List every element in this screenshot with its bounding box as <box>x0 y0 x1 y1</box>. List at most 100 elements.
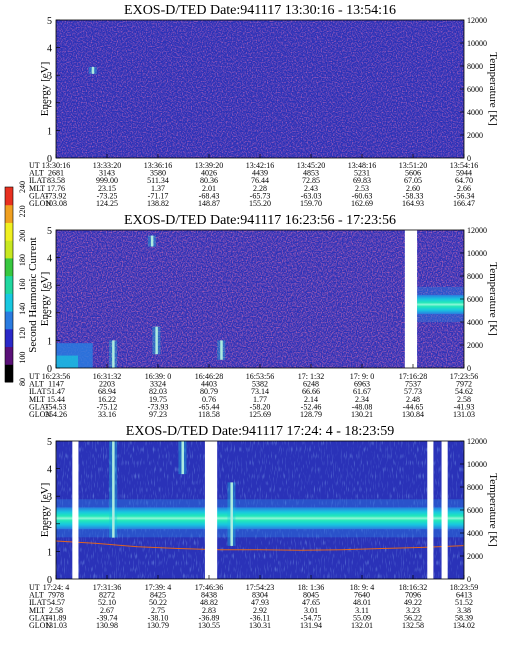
row-value: 8304 <box>252 591 268 600</box>
row-value: -60.63 <box>352 191 373 200</box>
row-value: 999.00 <box>96 176 118 185</box>
panel-title: EXOS-D/TED Date:941117 17:24: 4 - 18:23:… <box>126 424 394 439</box>
row-value: -65.44 <box>199 402 220 411</box>
row-value: 83.58 <box>47 176 65 185</box>
feature-streak <box>155 326 158 355</box>
colorbar-tick-label: 200 <box>18 230 27 242</box>
row-label: ILAT <box>29 176 46 185</box>
row-value: 13:36:16 <box>144 161 172 170</box>
row-value: 118.58 <box>198 410 220 419</box>
panel-title: EXOS-D/TED Date:941117 16:23:56 - 17:23:… <box>124 213 396 228</box>
feature-streak-glow <box>178 441 187 475</box>
row-value: 80.79 <box>200 387 218 396</box>
colorbar-tick-label: 240 <box>18 181 27 193</box>
row-value: 103.08 <box>45 199 67 208</box>
row-value: 8438 <box>201 591 217 600</box>
row-label: ALT <box>29 591 44 600</box>
energy-band-halo <box>56 529 464 538</box>
feature-streak <box>181 441 184 475</box>
row-value: -58.33 <box>403 191 424 200</box>
row-value: 6963 <box>354 380 370 389</box>
row-value: 17:23:56 <box>450 372 478 381</box>
row-value: 17:54:23 <box>246 583 274 592</box>
feature-streak-glow <box>88 66 97 74</box>
y-tick-label: 1 <box>47 126 52 137</box>
y2-axis-label: Temperature [K] <box>487 52 499 125</box>
feature-streak-glow <box>147 235 156 247</box>
y-tick-label: 1 <box>47 336 52 347</box>
row-value: 55.09 <box>353 613 371 622</box>
feature-streak-glow <box>109 441 118 538</box>
y-tick-label: 3 <box>47 71 52 82</box>
row-value: 3.11 <box>355 606 369 615</box>
data-gap <box>441 441 448 579</box>
colorbar-segment <box>5 346 13 365</box>
colorbar-segment <box>5 311 13 330</box>
feature-streak <box>112 441 115 538</box>
row-value: 3.23 <box>406 606 420 615</box>
colorbar-label: Second Harmonic Current <box>27 237 39 352</box>
data-gap <box>72 441 79 579</box>
y-tick-label: 4 <box>47 254 52 265</box>
row-value: 51.52 <box>455 598 473 607</box>
y2-tick-label: 10000 <box>467 39 487 48</box>
y-axis-label: Energy [eV] <box>39 272 51 326</box>
y2-axis-label: Temperature [K] <box>487 473 499 546</box>
row-value: 7640 <box>354 591 370 600</box>
row-value: 64.70 <box>455 176 473 185</box>
row-label: UT <box>29 161 40 170</box>
row-value: 128.79 <box>300 410 322 419</box>
feature-streak <box>91 66 95 74</box>
row-value: 56.22 <box>404 613 422 622</box>
row-value: 18:16:32 <box>399 583 427 592</box>
row-value: -52.46 <box>301 402 322 411</box>
y-tick-label: 3 <box>47 492 52 503</box>
row-value: 2.92 <box>253 606 267 615</box>
feature-streak-glow <box>109 340 118 368</box>
row-label: GLON <box>29 621 51 630</box>
panel-2: EXOS-D/TED Date:941117 16:23:56 - 17:23:… <box>29 213 499 419</box>
row-value: 16:23:56 <box>42 372 70 381</box>
row-value: 159.70 <box>300 199 322 208</box>
y2-tick-label: 8000 <box>467 272 483 281</box>
row-value: -41.89 <box>46 613 67 622</box>
row-value: 80.36 <box>200 176 218 185</box>
colorbar-segment <box>5 328 13 348</box>
feature-streak-glow <box>227 482 236 546</box>
row-value: 125.69 <box>249 410 271 419</box>
spectrogram-noise <box>56 230 464 368</box>
row-value: -63.03 <box>301 191 322 200</box>
row-value: 7537 <box>405 380 421 389</box>
row-value: 16:31:32 <box>93 372 121 381</box>
colorbar-tick-label: 160 <box>18 279 27 291</box>
row-value: 51.47 <box>47 387 65 396</box>
row-value: 7972 <box>456 380 472 389</box>
row-value: 124.25 <box>96 199 118 208</box>
row-value: 2.34 <box>355 395 369 404</box>
row-value: 155.20 <box>249 199 271 208</box>
energy-band-halo <box>417 286 464 295</box>
row-value: 8045 <box>303 591 319 600</box>
colorbar-tick-label: 100 <box>18 352 27 364</box>
row-value: -54.75 <box>301 613 322 622</box>
row-value: -71.17 <box>148 191 169 200</box>
data-gap <box>404 230 418 368</box>
y-tick-label: 2 <box>47 309 52 320</box>
panel-1: EXOS-D/TED Date:941117 13:30:16 - 13:54:… <box>29 3 499 208</box>
row-value: -36.89 <box>199 613 220 622</box>
row-value: 5606 <box>405 169 421 178</box>
y-tick-label: 2 <box>47 520 52 531</box>
y2-tick-label: 12000 <box>467 437 487 446</box>
row-value: 13:48:16 <box>348 161 376 170</box>
row-value: 130.31 <box>249 621 271 630</box>
row-value: 4403 <box>201 380 217 389</box>
row-value: 48.82 <box>200 598 218 607</box>
row-value: 69.83 <box>353 176 371 185</box>
colorbar-segment <box>5 240 13 259</box>
colorbar-segment <box>5 222 13 241</box>
row-value: 18: 9: 4 <box>350 583 374 592</box>
colorbar-frame <box>4 186 14 383</box>
row-value: 61.67 <box>353 387 371 396</box>
row-label: GLAT <box>29 402 50 411</box>
